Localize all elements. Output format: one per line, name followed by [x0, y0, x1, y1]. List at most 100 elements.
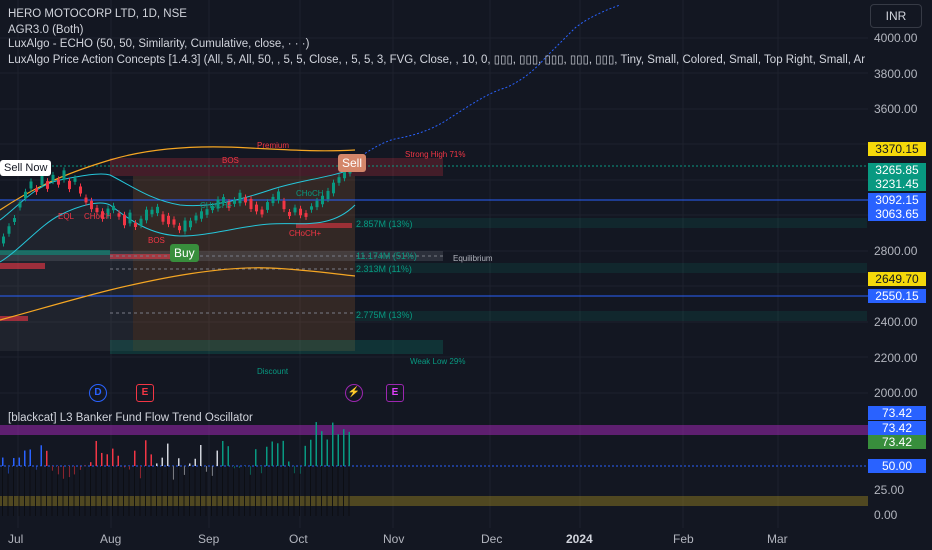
osc-bar	[255, 449, 257, 466]
earnings-marker-upcoming-icon[interactable]: E	[386, 384, 404, 402]
osc-volume-bar	[84, 466, 86, 516]
osc-volume-bar	[194, 466, 196, 516]
red-zone-left-2	[0, 316, 28, 321]
osc-bar	[200, 445, 202, 466]
osc-volume-bar	[62, 466, 64, 516]
candle-body	[200, 211, 203, 219]
osc-volume-bar	[304, 466, 306, 516]
osc-bar	[156, 463, 158, 466]
indicator-oscillator-title[interactable]: [blackcat] L3 Banker Fund Flow Trend Osc…	[8, 412, 253, 424]
osc-volume-bar	[348, 466, 350, 516]
osc-bar	[227, 446, 229, 466]
osc-volume-bar	[57, 466, 58, 516]
volume-label-4: 2.775M (13%)	[356, 310, 413, 320]
osc-volume-bar	[161, 466, 163, 516]
volume-label-1: 2.857M (13%)	[356, 219, 413, 229]
candle-body	[249, 198, 253, 210]
candle-body	[156, 206, 159, 214]
price-axis-label: 4000.00	[874, 31, 918, 45]
sell-now-flag[interactable]: Sell Now	[0, 160, 52, 176]
osc-volume-bar	[95, 466, 97, 516]
candle-body	[266, 202, 269, 210]
time-axis-label: 2024	[566, 532, 593, 546]
osc-volume-bar	[255, 466, 256, 516]
indicator-agr[interactable]: AGR3.0 (Both)	[8, 24, 84, 36]
oscillator-bars	[2, 422, 350, 516]
equilibrium-zone	[0, 251, 443, 261]
osc-bar	[167, 443, 169, 466]
time-axis-label: Mar	[767, 532, 788, 546]
osc-bar	[2, 457, 4, 466]
earnings-marker-icon[interactable]: E	[136, 384, 154, 402]
osc-volume-bar	[90, 466, 91, 516]
osc-bar	[29, 449, 31, 466]
time-axis-label: Aug	[100, 532, 122, 546]
price-axis-label: 3600.00	[874, 102, 918, 116]
candle-body	[227, 202, 231, 208]
osc-bar	[266, 446, 268, 466]
weak-low-label: Weak Low 29%	[410, 357, 466, 366]
volume-label-3: 2.313M (11%)	[356, 264, 412, 274]
indicator-echo[interactable]: LuxAlgo - ECHO (50, 50, Similarity, Cumu…	[8, 38, 310, 50]
candles	[2, 163, 352, 247]
osc-bar	[150, 454, 152, 466]
candle-body	[79, 186, 82, 194]
candle-body	[282, 200, 286, 210]
candle-body	[123, 214, 126, 226]
osc-volume-bar	[271, 466, 273, 516]
candle-body	[167, 215, 170, 225]
osc-volume-bar	[123, 466, 124, 516]
strong-high-label: Strong High 71%	[405, 150, 466, 159]
buy-flag[interactable]: Buy	[170, 244, 199, 262]
price-tag: 2550.15	[868, 289, 926, 303]
osc-axis-label: 25.00	[874, 483, 905, 497]
dividend-marker-icon[interactable]: D	[89, 384, 107, 402]
osc-volume-bar	[79, 466, 80, 516]
osc-volume-bar	[117, 466, 119, 516]
keltner-upper	[0, 167, 356, 221]
indicator-luxalgo-pac[interactable]: LuxAlgo Price Action Concepts [1.4.3] (A…	[8, 54, 866, 66]
discount-label: Discount	[257, 367, 289, 376]
osc-volume-bar	[51, 466, 53, 516]
grid	[0, 0, 868, 528]
price-tag: 3265.85	[868, 163, 926, 177]
price-axis-label: 2200.00	[874, 351, 918, 365]
symbol-title[interactable]: HERO MOTOCORP LTD, 1D, NSE	[8, 8, 187, 20]
osc-bar	[277, 443, 279, 466]
osc-bar	[13, 458, 15, 466]
candle-body	[145, 209, 148, 221]
osc-bar	[117, 455, 119, 466]
time-axis-label: Sep	[198, 532, 220, 546]
osc-volume-bar	[277, 466, 278, 516]
red-zone-right	[296, 223, 352, 228]
candle-body	[29, 181, 33, 189]
candle-body	[139, 218, 143, 226]
osc-bar	[282, 440, 284, 466]
candle-body	[95, 207, 99, 213]
osc-bar	[161, 457, 163, 466]
time-axis-label: Dec	[481, 532, 503, 546]
osc-volume-bar	[46, 466, 47, 516]
candle-body	[73, 178, 77, 182]
volume-zone-3	[355, 311, 867, 321]
candle-body	[299, 208, 302, 216]
candle-body	[40, 174, 44, 186]
choch-label-1: CHoCH	[84, 212, 112, 221]
lightning-marker-icon[interactable]: ⚡	[345, 384, 363, 402]
osc-volume-bar	[288, 466, 289, 516]
candle-body	[238, 192, 242, 204]
osc-volume-bar	[128, 466, 130, 516]
candle-body	[233, 200, 236, 204]
osc-volume-bar	[211, 466, 212, 516]
osc-volume-bar	[145, 466, 146, 516]
osc-bar	[24, 450, 26, 466]
price-axis-label: 2800.00	[874, 244, 918, 258]
candle-body	[24, 191, 27, 199]
candle-body	[13, 218, 16, 222]
volume-zone-1	[355, 218, 867, 228]
currency-selector[interactable]: INR	[870, 4, 922, 28]
osc-bar	[134, 450, 136, 466]
sell-flag[interactable]: Sell	[338, 154, 367, 172]
price-tag: 2649.70	[868, 272, 926, 286]
